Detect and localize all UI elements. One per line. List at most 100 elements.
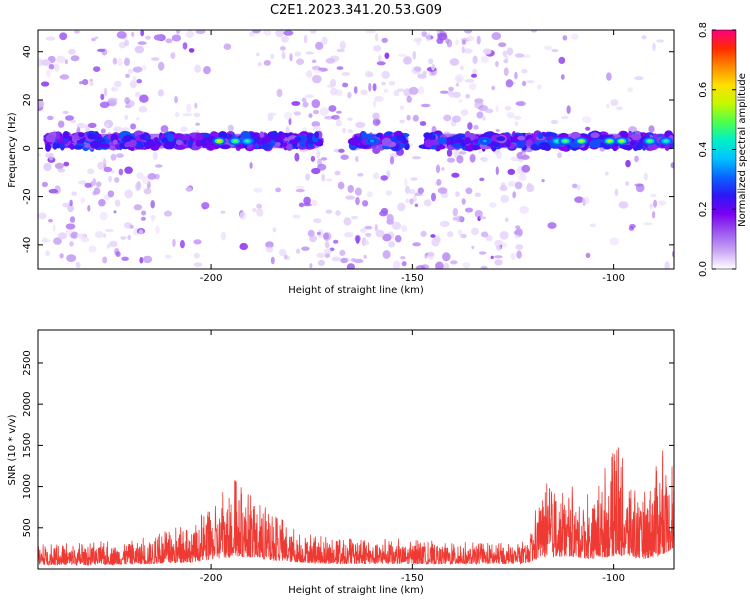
spectrogram-noise-blob xyxy=(452,216,457,221)
spectrogram-band-blob xyxy=(516,140,525,149)
spectrogram-noise-blob xyxy=(516,250,522,259)
spectrogram-noise-blob xyxy=(374,224,378,232)
spectrogram-noise-blob xyxy=(253,187,263,193)
spectrogram-noise-blob xyxy=(311,59,317,63)
spectrogram-noise-blob xyxy=(100,93,105,101)
spectrogram-noise-blob xyxy=(193,112,201,118)
spectrogram-noise-blob xyxy=(550,119,559,125)
snr-border xyxy=(37,329,675,570)
spectrogram-noise-blob xyxy=(574,196,584,203)
spectrogram-noise-blob xyxy=(634,155,639,163)
y-tick-label: 20 xyxy=(22,94,33,107)
spectrogram-noise-blob xyxy=(117,58,123,67)
spectrogram-noise-blob xyxy=(301,246,310,251)
spectrogram-noise-blob xyxy=(409,198,414,205)
spectrogram-noise-blob xyxy=(227,124,234,132)
spectrogram-noise-blob xyxy=(38,152,42,157)
spectrogram-hotspot xyxy=(579,139,584,143)
spectrogram-noise-blob xyxy=(256,208,264,217)
spectrogram-noise-blob xyxy=(114,80,122,88)
spectrogram-band-blob xyxy=(201,142,209,148)
spectrogram-noise-blob xyxy=(530,30,537,33)
spectrogram-noise-blob xyxy=(180,126,188,132)
spectrogram-noise-blob xyxy=(108,175,112,183)
y-tick-label: 1000 xyxy=(22,474,33,499)
spectrogram-band-blob xyxy=(471,145,483,150)
spectrogram-noise-blob xyxy=(284,111,293,120)
spectrogram-band-blob xyxy=(289,139,299,145)
spectrogram-noise-blob xyxy=(48,188,58,194)
spectrogram-noise-blob xyxy=(305,173,310,181)
spectrogram-noise-blob xyxy=(366,191,373,198)
spectrogram-noise-blob xyxy=(643,222,653,226)
spectrogram-noise-blob xyxy=(443,114,452,122)
spectrogram-noise-blob xyxy=(507,168,516,175)
spectrogram-band-blob xyxy=(404,144,410,150)
y-tick-label: 500 xyxy=(22,518,33,537)
x-tick-label: -150 xyxy=(401,573,424,584)
spectrogram-noise-blob xyxy=(115,251,121,257)
spectrogram-noise-blob xyxy=(93,187,101,195)
spectrogram-noise-blob xyxy=(363,254,367,259)
spectrogram-noise-blob xyxy=(381,70,390,79)
spectrogram-band-blob xyxy=(76,139,85,144)
spectrogram-noise-blob xyxy=(88,122,97,129)
spectrogram-noise-blob xyxy=(585,126,591,131)
spectrogram-noise-blob xyxy=(69,241,74,247)
spectrogram-band-blob xyxy=(647,143,658,151)
spectrogram-band-blob xyxy=(188,140,193,149)
spectrogram-noise-blob xyxy=(95,231,104,239)
spectrogram-noise-blob xyxy=(495,104,499,113)
spectrogram-band-blob xyxy=(194,132,204,142)
spectrogram-noise-blob xyxy=(270,256,275,265)
spectrogram-noise-blob xyxy=(179,240,185,249)
spectrogram-noise-blob xyxy=(239,242,248,251)
spectrogram-noise-blob xyxy=(291,101,301,106)
spectrogram-noise-blob xyxy=(496,244,502,251)
spectrogram-noise-blob xyxy=(62,110,69,115)
spectrogram-noise-blob xyxy=(526,184,535,193)
spectrogram-noise-blob xyxy=(547,222,557,229)
spectrogram-noise-blob xyxy=(320,157,328,161)
spectrogram-noise-blob xyxy=(172,238,176,247)
spectrogram-noise-blob xyxy=(330,87,338,96)
spectrogram-noise-blob xyxy=(463,48,473,54)
spectrogram-noise-blob xyxy=(302,101,309,108)
spectrogram-noise-blob xyxy=(256,52,260,57)
spectrogram-noise-blob xyxy=(185,186,192,192)
spectrogram-band-blob xyxy=(630,141,636,146)
spectrogram-noise-blob xyxy=(452,207,458,217)
x-tick-label: -200 xyxy=(200,573,223,584)
spectrogram-noise-blob xyxy=(103,166,113,173)
spectrogram-noise-blob xyxy=(92,178,97,187)
spectrogram-noise-blob xyxy=(506,47,514,56)
spectrogram-noise-blob xyxy=(256,203,262,209)
spectrogram-noise-blob xyxy=(127,234,131,241)
spectrogram-noise-blob xyxy=(355,197,360,206)
y-tick-label: -40 xyxy=(22,237,33,253)
spectrogram-noise-blob xyxy=(420,230,427,237)
spectrogram-noise-blob xyxy=(130,123,137,130)
spectrogram-noise-blob xyxy=(294,51,301,57)
spectrogram-band-blob xyxy=(464,137,471,145)
spectrogram-band-blob xyxy=(286,143,293,151)
spectrogram-noise-blob xyxy=(347,92,352,99)
spectrogram-noise-blob xyxy=(194,64,202,73)
spectrogram-noise-blob xyxy=(397,202,406,212)
spectrogram-noise-blob xyxy=(336,110,342,114)
spectrogram-noise-blob xyxy=(194,102,198,109)
spectrogram-noise-blob xyxy=(467,122,473,130)
spectrogram-noise-blob xyxy=(63,161,70,167)
spectrogram-noise-blob xyxy=(506,111,515,119)
spectrogram-noise-blob xyxy=(318,229,324,238)
spectrogram-noise-blob xyxy=(311,167,321,175)
spectrogram-noise-blob xyxy=(324,253,331,258)
spectrogram-noise-blob xyxy=(136,79,142,84)
spectrogram-noise-blob xyxy=(435,164,441,174)
spectrogram-noise-blob xyxy=(476,35,481,45)
spectrogram-band-blob xyxy=(545,132,558,139)
spectrogram-noise-blob xyxy=(446,149,453,157)
spectrogram-band-blob xyxy=(537,132,544,140)
spectrogram-noise-blob xyxy=(75,261,81,269)
spectrogram-noise-blob xyxy=(105,228,114,233)
